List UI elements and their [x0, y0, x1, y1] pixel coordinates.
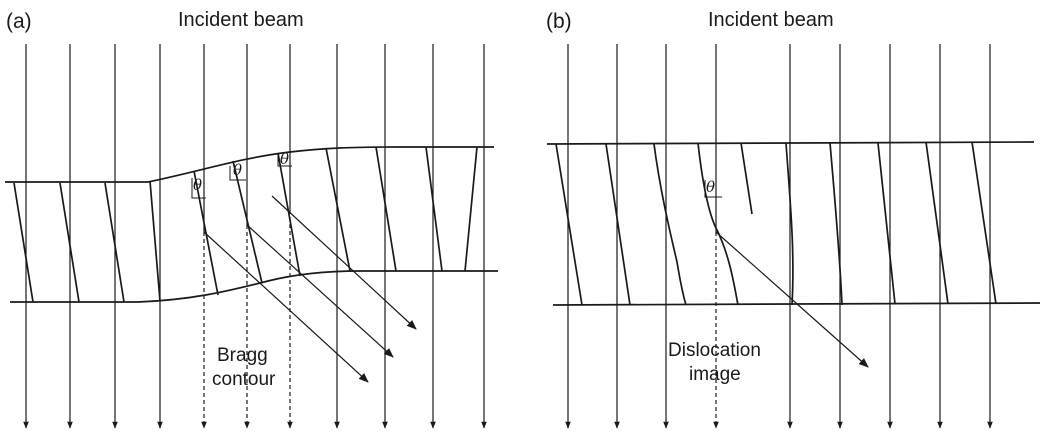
lattice-plane [785, 142, 794, 306]
lattice-plane [464, 146, 478, 272]
panel-a-lattice-planes [13, 146, 478, 303]
lattice-plane [829, 142, 843, 306]
theta-symbol: θ [233, 161, 242, 179]
diffracted-beam [715, 231, 869, 368]
panel-b-lattice-planes [555, 141, 997, 306]
lattice-plane [232, 160, 263, 284]
theta-symbol: θ [280, 150, 289, 168]
panel-a-diffracted-beams [203, 195, 417, 383]
lattice-plane [605, 143, 631, 306]
panel-b-incident-rays [565, 44, 993, 429]
bragg-contour-label-line2: contour [212, 369, 276, 390]
lattice-plane [375, 146, 397, 272]
dislocation-label-line1: Dislocation [668, 340, 761, 361]
angle-mark [191, 178, 206, 199]
panel-a-beam-label: Incident beam [178, 9, 304, 31]
lattice-plane [925, 141, 949, 305]
angle-mark [704, 180, 722, 198]
bragg-contour-label-line1: Bragg [217, 345, 268, 366]
lattice-plane [59, 182, 80, 303]
panel-a: (a) Incident beam [5, 9, 498, 429]
lattice-plane [104, 182, 125, 303]
lattice-plane [425, 146, 443, 272]
lattice-plane [193, 170, 219, 296]
diffracted-beam [246, 224, 394, 358]
lattice-plane [697, 142, 739, 306]
foil-top-surface [5, 146, 494, 183]
panel-a-incident-rays [23, 44, 487, 429]
dislocation-label-line2: image [689, 364, 741, 385]
theta-symbol: θ [193, 176, 202, 194]
lattice-plane [877, 142, 896, 305]
foil-top-surface [546, 141, 1035, 145]
diffracted-beam [271, 195, 417, 330]
angle-mark [277, 155, 292, 167]
lattice-plane [555, 143, 583, 306]
panel-a-label: (a) [6, 10, 32, 33]
panel-a-foil [5, 146, 498, 303]
diffracted-beam [203, 231, 369, 383]
lattice-plane [971, 141, 997, 305]
panel-b-beam-label: Incident beam [708, 9, 834, 31]
lattice-plane [13, 182, 34, 303]
theta-symbol: θ [706, 178, 715, 196]
lattice-plane [325, 147, 351, 272]
angle-mark [229, 166, 246, 181]
lattice-plane [149, 180, 161, 302]
panel-b-label: (b) [546, 10, 572, 33]
panel-a-angle-marks [191, 155, 292, 199]
foil-bottom-surface [10, 270, 498, 303]
panel-b: (b) Incident beam [546, 9, 1041, 429]
extra-half-plane [740, 142, 753, 215]
lattice-plane [653, 143, 687, 306]
lattice-plane [277, 152, 301, 277]
